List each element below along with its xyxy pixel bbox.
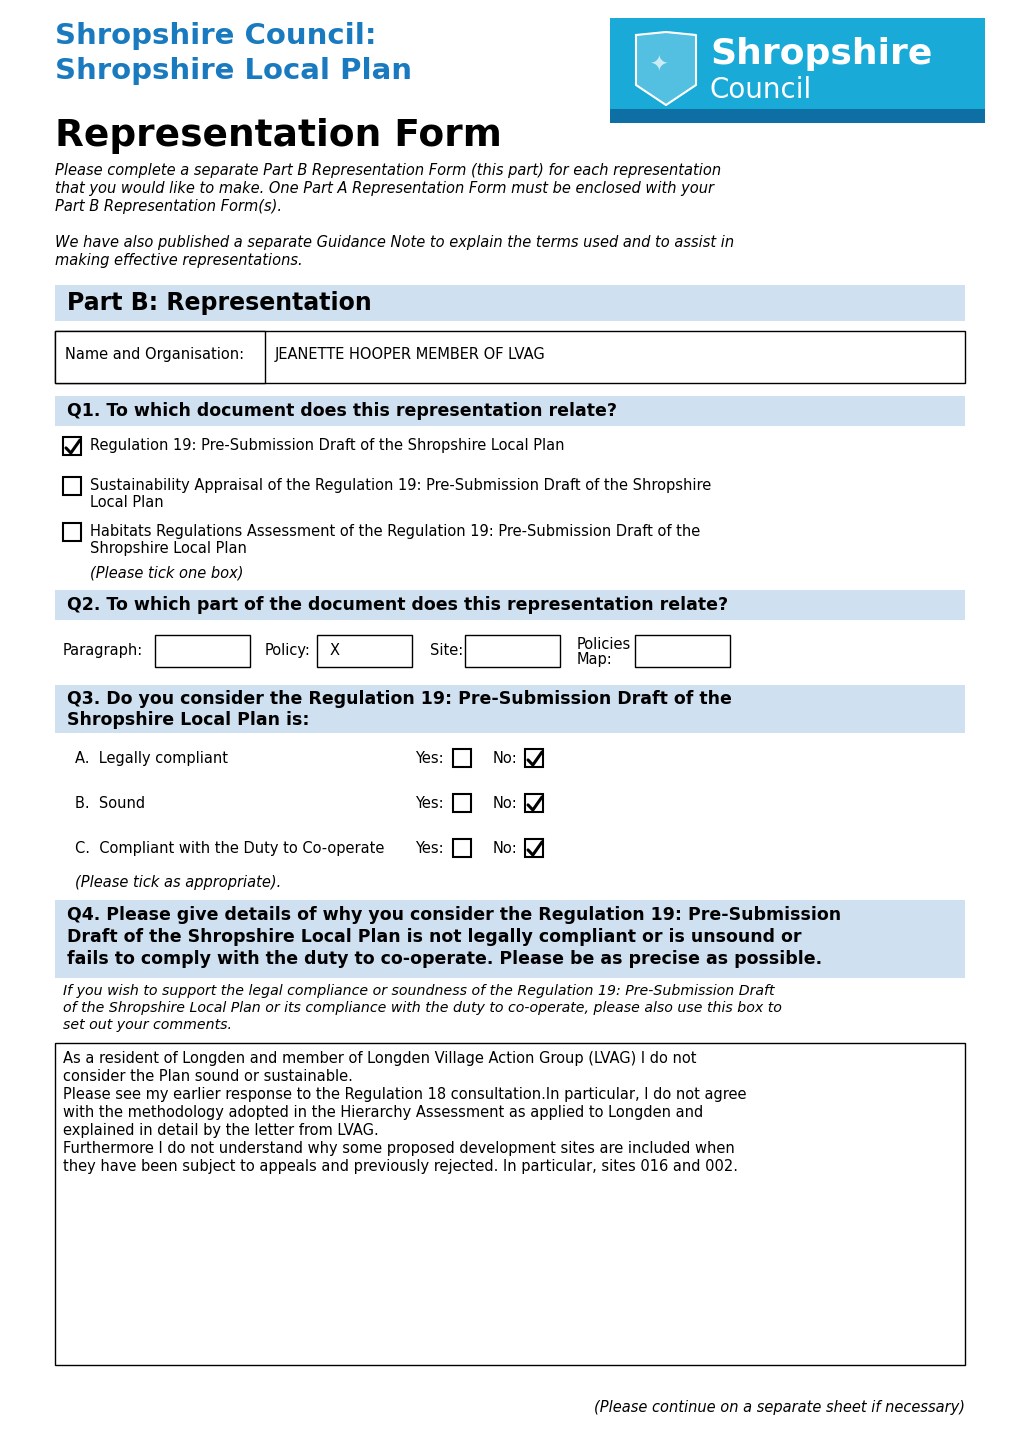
Text: set out your comments.: set out your comments. bbox=[63, 1018, 231, 1032]
Bar bbox=[465, 634, 559, 668]
Bar bbox=[317, 634, 412, 668]
Text: B.  Sound: B. Sound bbox=[75, 796, 145, 810]
Text: Sustainability Appraisal of the Regulation 19: Pre-Submission Draft of the Shrop: Sustainability Appraisal of the Regulati… bbox=[90, 477, 710, 493]
Text: explained in detail by the letter from LVAG.: explained in detail by the letter from L… bbox=[63, 1123, 378, 1138]
Text: Yes:: Yes: bbox=[415, 751, 443, 766]
Text: Yes:: Yes: bbox=[415, 841, 443, 857]
Bar bbox=[452, 795, 471, 812]
Text: Q1. To which document does this representation relate?: Q1. To which document does this represen… bbox=[67, 402, 616, 420]
Text: Draft of the Shropshire Local Plan is not legally compliant or is unsound or: Draft of the Shropshire Local Plan is no… bbox=[67, 929, 801, 946]
Bar bbox=[609, 17, 984, 123]
Text: of the Shropshire Local Plan or its compliance with the duty to co-operate, plea: of the Shropshire Local Plan or its comp… bbox=[63, 1001, 782, 1015]
Text: Representation Form: Representation Form bbox=[55, 118, 501, 154]
Text: that you would like to make. One Part A Representation Form must be enclosed wit: that you would like to make. One Part A … bbox=[55, 182, 713, 196]
Text: Council: Council bbox=[709, 76, 811, 104]
Text: No:: No: bbox=[492, 751, 518, 766]
Bar bbox=[55, 685, 964, 733]
Text: C.  Compliant with the Duty to Co-operate: C. Compliant with the Duty to Co-operate bbox=[75, 841, 384, 857]
Text: Shropshire Local Plan: Shropshire Local Plan bbox=[55, 58, 412, 85]
Text: Part B Representation Form(s).: Part B Representation Form(s). bbox=[55, 199, 281, 213]
Bar bbox=[635, 634, 730, 668]
Text: Please see my earlier response to the Regulation 18 consultation.In particular, : Please see my earlier response to the Re… bbox=[63, 1087, 746, 1102]
Text: (Please continue on a separate sheet if necessary): (Please continue on a separate sheet if … bbox=[593, 1400, 964, 1415]
Bar bbox=[525, 748, 542, 767]
Text: Paragraph:: Paragraph: bbox=[63, 643, 143, 658]
Text: A.  Legally compliant: A. Legally compliant bbox=[75, 751, 228, 766]
Bar bbox=[63, 523, 81, 541]
Text: Local Plan: Local Plan bbox=[90, 495, 163, 510]
Text: Shropshire: Shropshire bbox=[709, 37, 931, 71]
Bar bbox=[525, 839, 542, 857]
Text: JEANETTE HOOPER MEMBER OF LVAG: JEANETTE HOOPER MEMBER OF LVAG bbox=[275, 348, 545, 362]
Text: If you wish to support the legal compliance or soundness of the Regulation 19: P: If you wish to support the legal complia… bbox=[63, 983, 773, 998]
Text: As a resident of Longden and member of Longden Village Action Group (LVAG) I do : As a resident of Longden and member of L… bbox=[63, 1051, 696, 1066]
Text: (Please tick as appropriate).: (Please tick as appropriate). bbox=[75, 875, 281, 890]
Text: ✦: ✦ bbox=[648, 56, 666, 76]
Text: making effective representations.: making effective representations. bbox=[55, 252, 303, 268]
Bar bbox=[155, 634, 250, 668]
Text: Q3. Do you consider the Regulation 19: Pre-Submission Draft of the: Q3. Do you consider the Regulation 19: P… bbox=[67, 691, 732, 708]
Text: fails to comply with the duty to co-operate. Please be as precise as possible.: fails to comply with the duty to co-oper… bbox=[67, 950, 821, 968]
Bar bbox=[525, 795, 542, 812]
Text: Policies: Policies bbox=[577, 637, 631, 652]
Text: Site:: Site: bbox=[430, 643, 463, 658]
Bar bbox=[452, 839, 471, 857]
Text: Habitats Regulations Assessment of the Regulation 19: Pre-Submission Draft of th: Habitats Regulations Assessment of the R… bbox=[90, 523, 700, 539]
Text: Shropshire Council:: Shropshire Council: bbox=[55, 22, 376, 50]
Text: Yes:: Yes: bbox=[415, 796, 443, 810]
Bar bbox=[609, 110, 984, 123]
Bar bbox=[452, 748, 471, 767]
Bar bbox=[55, 332, 964, 384]
Bar bbox=[55, 900, 964, 978]
Text: Q4. Please give details of why you consider the Regulation 19: Pre-Submission: Q4. Please give details of why you consi… bbox=[67, 906, 841, 924]
Bar bbox=[63, 437, 81, 456]
Text: Q2. To which part of the document does this representation relate?: Q2. To which part of the document does t… bbox=[67, 596, 728, 614]
Text: Map:: Map: bbox=[577, 652, 612, 668]
Bar bbox=[55, 332, 265, 384]
Text: Name and Organisation:: Name and Organisation: bbox=[65, 348, 244, 362]
Text: Furthermore I do not understand why some proposed development sites are included: Furthermore I do not understand why some… bbox=[63, 1141, 734, 1156]
Bar bbox=[55, 1043, 964, 1366]
Text: consider the Plan sound or sustainable.: consider the Plan sound or sustainable. bbox=[63, 1069, 353, 1084]
Text: with the methodology adopted in the Hierarchy Assessment as applied to Longden a: with the methodology adopted in the Hier… bbox=[63, 1105, 702, 1120]
Bar bbox=[55, 397, 964, 425]
Polygon shape bbox=[636, 32, 695, 105]
Text: X: X bbox=[330, 643, 339, 658]
Text: Shropshire Local Plan: Shropshire Local Plan bbox=[90, 541, 247, 557]
Text: We have also published a separate Guidance Note to explain the terms used and to: We have also published a separate Guidan… bbox=[55, 235, 734, 249]
Bar bbox=[55, 286, 964, 322]
Text: Policy:: Policy: bbox=[265, 643, 311, 658]
Bar bbox=[55, 590, 964, 620]
Text: Part B: Representation: Part B: Representation bbox=[67, 291, 371, 314]
Text: Please complete a separate Part B Representation Form (this part) for each repre: Please complete a separate Part B Repres… bbox=[55, 163, 720, 177]
Text: they have been subject to appeals and previously rejected. In particular, sites : they have been subject to appeals and pr… bbox=[63, 1159, 738, 1174]
Text: (Please tick one box): (Please tick one box) bbox=[90, 565, 244, 580]
Text: No:: No: bbox=[492, 796, 518, 810]
Bar bbox=[63, 477, 81, 495]
Text: Shropshire Local Plan is:: Shropshire Local Plan is: bbox=[67, 711, 309, 730]
Text: Regulation 19: Pre-Submission Draft of the Shropshire Local Plan: Regulation 19: Pre-Submission Draft of t… bbox=[90, 438, 564, 453]
Text: No:: No: bbox=[492, 841, 518, 857]
